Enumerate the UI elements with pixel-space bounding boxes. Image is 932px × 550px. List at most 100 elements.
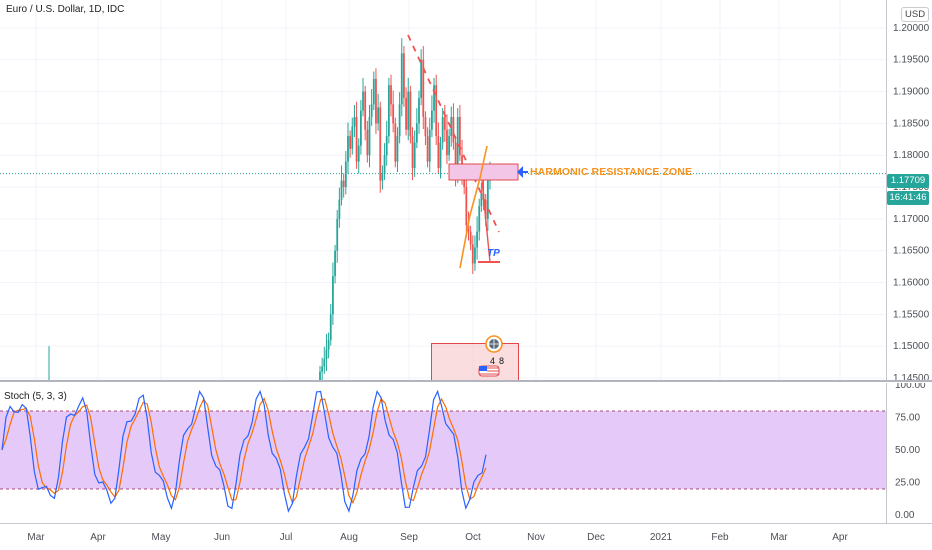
candle bbox=[441, 108, 444, 150]
candle bbox=[452, 103, 455, 150]
candle-body bbox=[413, 142, 416, 168]
candle-body bbox=[403, 53, 405, 98]
last-price-label: 1.17709 bbox=[887, 174, 929, 188]
candle bbox=[474, 235, 476, 271]
candle-body bbox=[454, 142, 457, 175]
price-tick-label: 1.15000 bbox=[893, 341, 930, 352]
candle bbox=[446, 114, 448, 165]
time-tick-label: May bbox=[152, 532, 171, 543]
idea-votes-box[interactable] bbox=[431, 343, 519, 381]
bar-countdown-label: 16:41:46 bbox=[887, 191, 929, 205]
stochastic-k-line bbox=[1, 389, 487, 513]
candle bbox=[469, 225, 472, 251]
candle-body bbox=[441, 117, 444, 143]
candle bbox=[390, 74, 392, 117]
price-tick-label: 1.16500 bbox=[893, 246, 930, 257]
candle bbox=[359, 100, 362, 155]
candle bbox=[413, 130, 416, 177]
harmonic-resistance-zone[interactable] bbox=[448, 163, 519, 181]
price-chart-pane[interactable] bbox=[0, 0, 886, 380]
stochastic-tick-label: 50.00 bbox=[895, 445, 920, 456]
candle bbox=[403, 46, 405, 107]
time-tick-label: Mar bbox=[27, 532, 45, 543]
currency-badge[interactable]: USD bbox=[901, 7, 930, 22]
candle-body bbox=[418, 97, 420, 124]
projection-leg[interactable] bbox=[481, 179, 491, 263]
stochastic-tick-label: 0.00 bbox=[895, 510, 915, 521]
pane-divider[interactable] bbox=[0, 380, 932, 382]
candle bbox=[439, 136, 442, 179]
candle-body bbox=[458, 117, 461, 156]
candle-body bbox=[452, 117, 455, 143]
stochastic-canvas[interactable] bbox=[0, 383, 886, 523]
price-tick-label: 1.15500 bbox=[893, 309, 930, 320]
candle-body bbox=[381, 174, 384, 181]
candle bbox=[349, 130, 352, 158]
price-tick-label: 1.18000 bbox=[893, 150, 930, 161]
candle bbox=[405, 87, 407, 136]
candle bbox=[430, 95, 433, 138]
stochastic-d-line bbox=[1, 397, 487, 505]
candle bbox=[336, 209, 339, 263]
candle-body bbox=[342, 180, 345, 188]
candle bbox=[422, 46, 425, 130]
stochastic-pane[interactable] bbox=[0, 383, 886, 523]
candle bbox=[418, 90, 420, 134]
candle bbox=[344, 151, 347, 195]
candle-body bbox=[383, 155, 386, 175]
candle-body bbox=[456, 117, 459, 175]
candle-body bbox=[362, 91, 364, 111]
candle-body bbox=[433, 85, 435, 111]
candle-body bbox=[476, 231, 478, 248]
harmonic-zone-label: HARMONIC RESISTANCE ZONE bbox=[530, 166, 693, 178]
candle bbox=[428, 117, 431, 173]
candle-body bbox=[465, 187, 468, 226]
candle bbox=[355, 101, 358, 169]
vote-count-a: 4 bbox=[490, 356, 496, 366]
price-chart-canvas[interactable] bbox=[0, 0, 886, 380]
candle-body bbox=[439, 142, 442, 168]
candle-body bbox=[400, 53, 403, 105]
candle-body bbox=[484, 199, 487, 219]
candle-body bbox=[379, 107, 382, 181]
stochastic-tick-label: 25.00 bbox=[895, 478, 920, 489]
candle-body bbox=[336, 218, 339, 251]
candle bbox=[396, 127, 399, 173]
candle-body bbox=[463, 174, 466, 188]
candle-body bbox=[340, 180, 343, 200]
candle-body bbox=[357, 145, 360, 162]
time-tick-label: Nov bbox=[527, 532, 545, 543]
time-tick-label: Jul bbox=[280, 532, 293, 543]
candle-body bbox=[394, 123, 397, 162]
candle-body bbox=[428, 129, 431, 162]
stochastic-tick-label: 100.00 bbox=[895, 383, 926, 391]
candle bbox=[443, 104, 446, 142]
candle-body bbox=[448, 136, 451, 156]
price-tick-label: 1.19000 bbox=[893, 87, 930, 98]
candle bbox=[368, 104, 371, 168]
candle bbox=[377, 93, 380, 131]
candle bbox=[364, 85, 367, 141]
candle bbox=[329, 303, 332, 346]
time-axis[interactable]: Mar Apr May Jun Jul Aug Sep Oct Nov Dec 2021 Feb Mar… bbox=[0, 523, 932, 550]
candle bbox=[407, 77, 410, 141]
time-tick-label: Mar bbox=[770, 532, 788, 543]
vote-count-b: 8 bbox=[499, 356, 505, 366]
price-axis[interactable]: 1.200001.195001.190001.185001.180001.175… bbox=[886, 0, 932, 380]
candle bbox=[486, 171, 489, 231]
harmonic-pattern-leg[interactable] bbox=[459, 145, 488, 269]
stochastic-axis[interactable]: 100.00 75.00 50.00 25.00 0.00 bbox=[886, 383, 932, 523]
candle-body bbox=[355, 117, 358, 162]
candle bbox=[448, 128, 451, 161]
candle bbox=[437, 122, 440, 174]
globe-icon[interactable] bbox=[484, 334, 504, 354]
time-tick-label: Apr bbox=[90, 532, 106, 543]
candle-body bbox=[332, 276, 334, 315]
candle bbox=[327, 332, 330, 359]
candle bbox=[420, 49, 423, 106]
candle bbox=[340, 165, 343, 206]
candle-body bbox=[359, 110, 362, 146]
candle bbox=[353, 104, 356, 138]
candle-body bbox=[446, 129, 448, 156]
candle bbox=[385, 120, 388, 166]
